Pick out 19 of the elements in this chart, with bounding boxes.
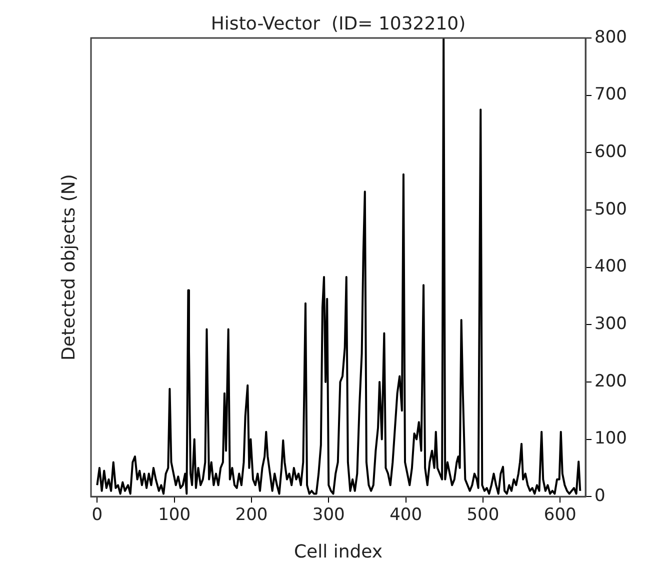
y-tick-label: 400 bbox=[594, 256, 628, 277]
y-tick-label: 300 bbox=[594, 314, 628, 334]
y-tick-label: 800 bbox=[594, 27, 628, 48]
y-tick-label: 100 bbox=[594, 428, 628, 449]
x-tick-label: 200 bbox=[235, 505, 268, 526]
x-tick-label: 0 bbox=[92, 505, 103, 526]
x-tick-label: 300 bbox=[312, 505, 345, 526]
chart-title: Histo-Vector (ID= 1032210) bbox=[210, 14, 466, 35]
x-tick-label: 600 bbox=[544, 505, 576, 526]
x-tick-label: 500 bbox=[466, 505, 500, 526]
x-tick-label: 400 bbox=[390, 505, 422, 526]
y-tick-label: 600 bbox=[594, 142, 628, 162]
y-tick-label: 0 bbox=[594, 486, 606, 506]
y-axis-title: Detected objects (N) bbox=[58, 174, 80, 360]
y-tick-label: 200 bbox=[594, 371, 628, 392]
y-tick-label: 700 bbox=[594, 84, 628, 105]
x-axis-title: Cell index bbox=[294, 542, 383, 563]
y-tick-label: 500 bbox=[594, 199, 628, 220]
x-tick-label: 100 bbox=[158, 505, 191, 526]
